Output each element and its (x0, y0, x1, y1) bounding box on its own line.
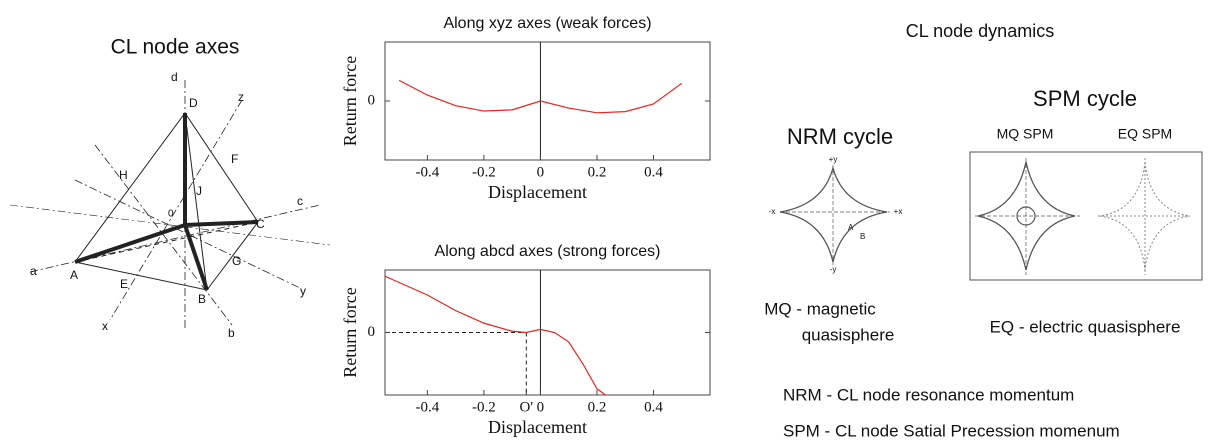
x-tick-label: -0.4 (416, 399, 440, 415)
x-tick-label: -0.2 (472, 399, 496, 415)
x-axis-label: Displacement (488, 182, 587, 202)
label: H (119, 168, 128, 182)
axis-line (94, 144, 233, 326)
spm-box (969, 151, 1203, 281)
axis-line (109, 99, 243, 321)
dynamics-diagram: CL node dynamics NRM cycle SPM cycle MQ … (764, 21, 1203, 440)
x-tick-label: -0.2 (472, 164, 496, 180)
label: J (196, 184, 202, 198)
legend-line: NRM - CL node resonance momentum (783, 385, 1074, 404)
x-axis-label: Displacement (488, 417, 587, 437)
x-tick-label: -0.4 (416, 164, 440, 180)
caption: quasisphere (802, 325, 895, 344)
edge (74, 112, 259, 291)
label: c (297, 194, 303, 208)
axis-label: B (860, 232, 865, 241)
label: d (171, 70, 178, 84)
label: E (120, 277, 128, 291)
caption: MQ - magnetic (764, 299, 876, 318)
caption: EQ - electric quasisphere (990, 317, 1181, 336)
label: 0 (168, 209, 174, 220)
label: z (238, 90, 244, 104)
edge (74, 221, 259, 263)
spm-title: SPM cycle (1033, 86, 1137, 111)
label: F (231, 152, 238, 166)
x-tick-label: 0.4 (644, 399, 663, 415)
nrm-star (779, 165, 890, 265)
y-axis-label: Return force (340, 287, 360, 377)
plot-frame (384, 269, 711, 396)
diagram-title: CL node dynamics (906, 21, 1054, 41)
plot-frame (384, 41, 711, 161)
chart-title: Along abcd axes (strong forces) (435, 243, 661, 260)
thick-axes (74, 113, 259, 291)
x-tick-label: O' (520, 399, 534, 415)
mq-star (975, 158, 1080, 275)
mq-spm: MQ SPM (997, 126, 1054, 142)
y-axis-label: Return force (340, 56, 360, 146)
x-tick-label: 0.2 (588, 399, 607, 415)
axis-label: A (848, 223, 854, 232)
axis-label: +y (829, 155, 838, 164)
label: b (228, 326, 235, 340)
label: C (256, 217, 265, 231)
axis-label: +x (894, 207, 903, 216)
label: A (70, 268, 78, 282)
label: x (102, 319, 108, 333)
nrm-title: NRM cycle (787, 124, 893, 149)
axis-label: -x (769, 207, 776, 216)
edge (184, 112, 208, 291)
eq-star (1098, 158, 1191, 275)
line-series (398, 79, 683, 114)
label: D (189, 96, 198, 110)
tetrahedron-diagram: CL node axes d D z H F J 0 C c a A E G B (9, 36, 331, 340)
diagram-title: CL node axes (111, 36, 240, 59)
chart-title: Along xyz axes (weak forces) (443, 15, 651, 32)
y-tick-label: 0 (368, 324, 376, 340)
legend-line: SPM - CL node Satial Precession momenum (783, 421, 1120, 440)
x-tick-label: 0.4 (644, 164, 663, 180)
x-tick-label: 0 (537, 399, 545, 415)
x-tick-label: 0 (537, 164, 545, 180)
eq-spm: EQ SPM (1118, 126, 1172, 142)
y-tick-label: 0 (368, 92, 376, 108)
axis-label: -y (830, 265, 837, 274)
label: a (30, 264, 37, 278)
label: y (300, 284, 306, 298)
axis-line (9, 204, 331, 246)
line-series (384, 275, 606, 396)
label: B (198, 292, 206, 306)
x-tick-label: 0.2 (588, 164, 607, 180)
label: G (232, 254, 241, 268)
